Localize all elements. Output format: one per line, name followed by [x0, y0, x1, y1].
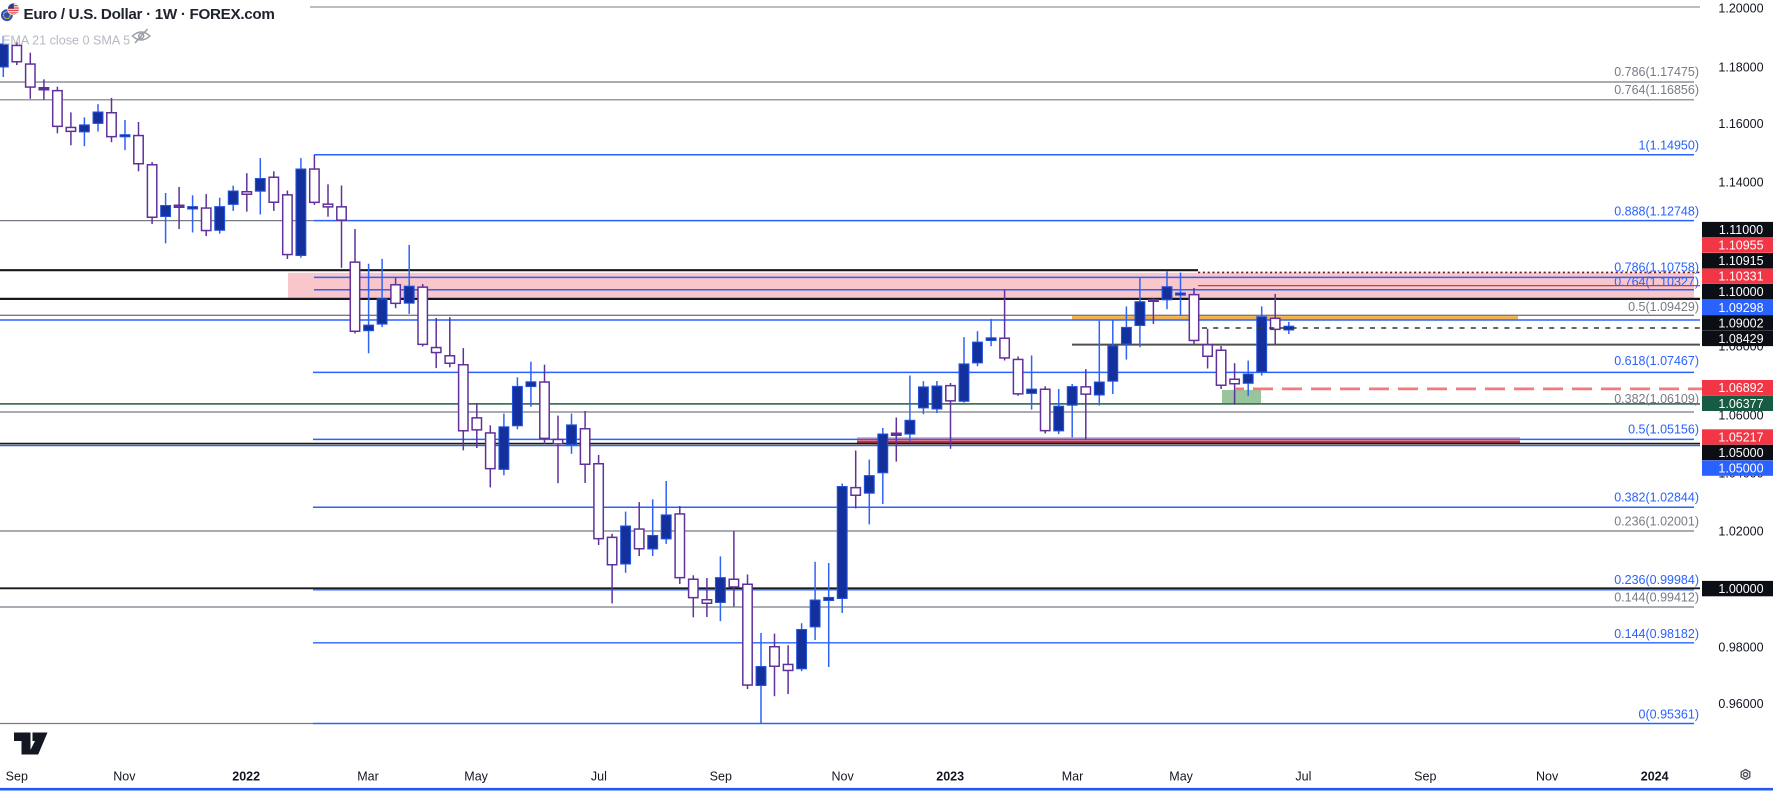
svg-text:0(0.95361): 0(0.95361) — [1639, 707, 1699, 721]
svg-text:0.764(1.10327): 0.764(1.10327) — [1614, 275, 1699, 289]
svg-text:1(1.14950): 1(1.14950) — [1639, 139, 1699, 153]
svg-text:Sep: Sep — [1414, 770, 1436, 784]
svg-text:1.10000: 1.10000 — [1718, 285, 1763, 299]
svg-text:1.11000: 1.11000 — [1719, 223, 1763, 237]
svg-text:EMA 21 close 0 SMA 5: EMA 21 close 0 SMA 5 — [2, 34, 130, 48]
svg-text:May: May — [464, 770, 488, 784]
svg-text:1.06377: 1.06377 — [1718, 397, 1763, 411]
svg-text:Jul: Jul — [591, 770, 607, 784]
svg-text:1.10331: 1.10331 — [1718, 270, 1763, 284]
svg-text:0.236(0.99984): 0.236(0.99984) — [1614, 573, 1699, 587]
svg-text:1.05000: 1.05000 — [1718, 462, 1763, 476]
svg-text:1.10955: 1.10955 — [1718, 239, 1763, 253]
svg-text:0.786(1.17475): 0.786(1.17475) — [1614, 65, 1699, 79]
svg-text:Mar: Mar — [1062, 770, 1084, 784]
svg-text:0.144(0.98182): 0.144(0.98182) — [1614, 627, 1699, 641]
svg-text:0.618(1.07467): 0.618(1.07467) — [1614, 354, 1699, 368]
svg-text:0.96000: 0.96000 — [1718, 697, 1763, 711]
svg-text:2024: 2024 — [1641, 770, 1669, 784]
svg-text:1.06892: 1.06892 — [1718, 381, 1763, 395]
svg-text:0.382(1.02844): 0.382(1.02844) — [1614, 490, 1699, 504]
svg-text:0.144(0.99412): 0.144(0.99412) — [1614, 590, 1699, 604]
svg-text:Jul: Jul — [1295, 770, 1311, 784]
svg-text:0.5(1.09429): 0.5(1.09429) — [1628, 300, 1699, 314]
svg-text:1.08429: 1.08429 — [1718, 332, 1763, 346]
svg-text:1.20000: 1.20000 — [1718, 2, 1763, 16]
svg-text:0.382(1.06109): 0.382(1.06109) — [1614, 392, 1699, 406]
svg-text:0.5(1.05156): 0.5(1.05156) — [1628, 422, 1699, 436]
svg-text:May: May — [1169, 770, 1193, 784]
svg-text:1.18000: 1.18000 — [1718, 61, 1763, 75]
svg-text:Nov: Nov — [1536, 770, 1559, 784]
svg-text:1.02000: 1.02000 — [1718, 525, 1763, 539]
svg-text:0.888(1.12748): 0.888(1.12748) — [1614, 205, 1699, 219]
svg-text:Euro / U.S. Dollar · 1W · FORE: Euro / U.S. Dollar · 1W · FOREX.com — [24, 6, 275, 23]
svg-text:1.05217: 1.05217 — [1718, 431, 1763, 445]
svg-text:0.98000: 0.98000 — [1718, 641, 1763, 655]
svg-text:Sep: Sep — [6, 770, 28, 784]
svg-text:1.06000: 1.06000 — [1718, 409, 1763, 423]
svg-text:Mar: Mar — [357, 770, 379, 784]
svg-text:0.786(1.10758): 0.786(1.10758) — [1614, 260, 1699, 274]
svg-text:2023: 2023 — [936, 770, 964, 784]
svg-text:Nov: Nov — [113, 770, 136, 784]
svg-text:1.05000: 1.05000 — [1718, 446, 1763, 460]
svg-text:0.764(1.16856): 0.764(1.16856) — [1614, 83, 1699, 97]
svg-text:1.09002: 1.09002 — [1718, 316, 1763, 330]
svg-text:1.00000: 1.00000 — [1718, 582, 1763, 596]
svg-text:0.236(1.02001): 0.236(1.02001) — [1614, 515, 1699, 529]
svg-text:Sep: Sep — [710, 770, 732, 784]
svg-text:1.16000: 1.16000 — [1718, 117, 1763, 131]
svg-text:2022: 2022 — [232, 770, 260, 784]
svg-text:1.14000: 1.14000 — [1718, 176, 1763, 190]
svg-text:Nov: Nov — [831, 770, 854, 784]
svg-text:1.09298: 1.09298 — [1718, 301, 1763, 315]
svg-text:1.10915: 1.10915 — [1718, 254, 1763, 268]
